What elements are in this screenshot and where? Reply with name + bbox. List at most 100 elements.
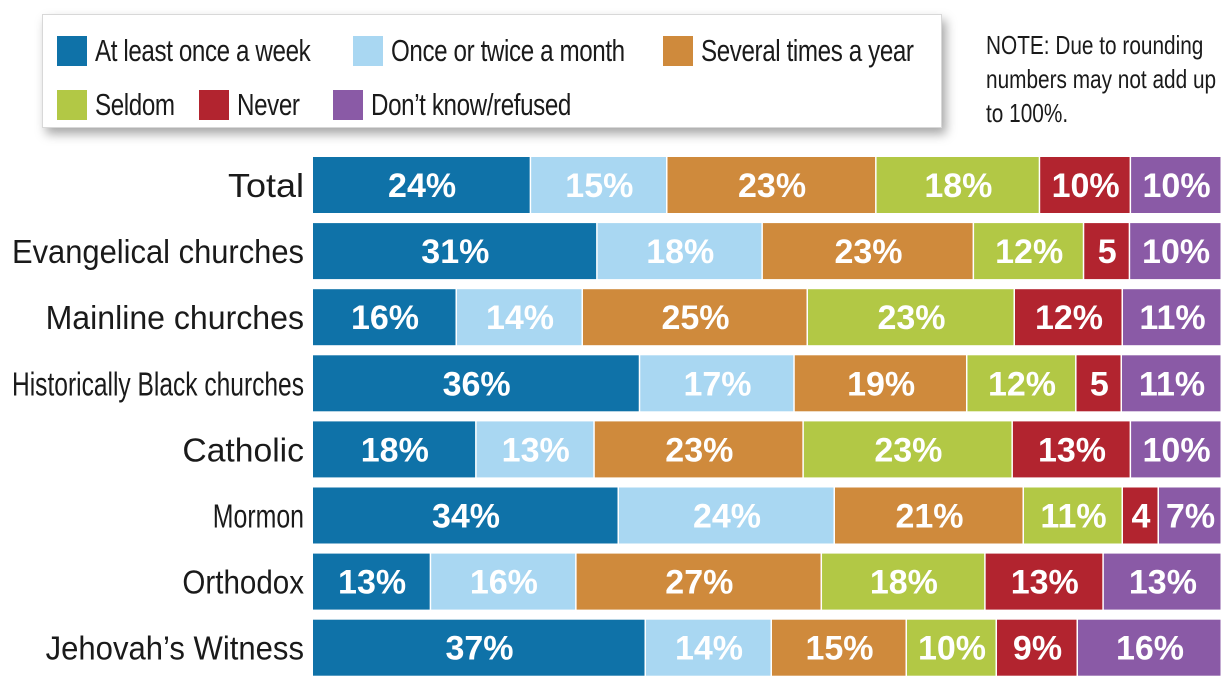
bar-evangelical-churches-don-t-know-refused xyxy=(1130,223,1221,280)
bar-mormon-several-times-a-year xyxy=(835,487,1023,544)
bar-historically-black-churches-at-least-once-a-week xyxy=(313,355,639,412)
bar-label-evangelical-churches-don-t-know-refused: 10% xyxy=(1142,233,1210,271)
bar-label-catholic-once-or-twice-a-month: 13% xyxy=(502,431,570,469)
bar-label-mormon-several-times-a-year: 21% xyxy=(895,498,963,536)
bar-orthodox-once-or-twice-a-month xyxy=(431,553,576,610)
bar-label-jehovah-s-witness-don-t-know-refused: 16% xyxy=(1116,630,1184,668)
bar-total-several-times-a-year xyxy=(667,157,876,213)
bar-label-mormon-never: 4 xyxy=(1132,498,1151,536)
bar-label-total-at-least-once-a-week: 24% xyxy=(388,167,456,205)
legend-swatch-never xyxy=(199,90,229,120)
bar-label-evangelical-churches-several-times-a-year: 23% xyxy=(834,233,902,271)
bar-label-jehovah-s-witness-seldom: 10% xyxy=(918,630,986,668)
legend-item-yearly: Several times a year xyxy=(663,33,974,69)
bar-jehovah-s-witness-once-or-twice-a-month xyxy=(646,619,771,676)
bar-catholic-never xyxy=(1012,421,1130,478)
bar-mormon-at-least-once-a-week xyxy=(313,487,618,544)
bar-label-orthodox-never: 13% xyxy=(1011,564,1079,602)
legend-label-yearly: Several times a year xyxy=(701,33,914,68)
bar-historically-black-churches-don-t-know-refused xyxy=(1122,355,1221,412)
bar-label-mainline-churches-once-or-twice-a-month: 14% xyxy=(486,299,554,337)
bar-jehovah-s-witness-don-t-know-refused xyxy=(1078,619,1221,676)
bar-evangelical-churches-several-times-a-year xyxy=(762,223,973,280)
bar-mainline-churches-don-t-know-refused xyxy=(1123,289,1221,346)
bar-label-orthodox-several-times-a-year: 27% xyxy=(665,564,733,602)
bar-evangelical-churches-at-least-once-a-week xyxy=(313,223,597,280)
bar-catholic-at-least-once-a-week xyxy=(313,421,476,478)
bar-orthodox-seldom xyxy=(822,553,985,610)
legend-label-monthly: Once or twice a month xyxy=(391,33,625,68)
bar-label-evangelical-churches-at-least-once-a-week: 31% xyxy=(421,233,489,271)
legend-swatch-yearly xyxy=(663,36,693,66)
bar-historically-black-churches-several-times-a-year xyxy=(794,355,966,412)
bar-historically-black-churches-seldom xyxy=(967,355,1076,412)
bar-catholic-once-or-twice-a-month xyxy=(476,421,594,478)
bar-label-mormon-once-or-twice-a-month: 24% xyxy=(693,498,761,536)
bar-label-total-don-t-know-refused: 10% xyxy=(1143,167,1211,205)
bar-label-jehovah-s-witness-several-times-a-year: 15% xyxy=(805,630,873,668)
bar-orthodox-at-least-once-a-week xyxy=(313,553,430,610)
legend-label-never: Never xyxy=(237,87,300,122)
legend-swatch-monthly xyxy=(353,36,383,66)
bar-label-catholic-seldom: 23% xyxy=(874,431,942,469)
bar-label-historically-black-churches-at-least-once-a-week: 36% xyxy=(443,365,511,403)
bar-label-orthodox-don-t-know-refused: 13% xyxy=(1129,564,1197,602)
bar-jehovah-s-witness-several-times-a-year xyxy=(772,619,906,676)
row-label-catholic: Catholic xyxy=(182,431,304,468)
bar-label-catholic-never: 13% xyxy=(1038,431,1106,469)
bar-label-evangelical-churches-seldom: 12% xyxy=(995,233,1063,271)
bar-label-total-never: 10% xyxy=(1052,167,1120,205)
bar-label-mainline-churches-at-least-once-a-week: 16% xyxy=(351,299,419,337)
bar-label-jehovah-s-witness-once-or-twice-a-month: 14% xyxy=(675,630,743,668)
bar-orthodox-never xyxy=(985,553,1103,610)
bar-label-catholic-several-times-a-year: 23% xyxy=(665,431,733,469)
bar-label-mainline-churches-don-t-know-refused: 11% xyxy=(1139,299,1205,337)
bar-label-mainline-churches-several-times-a-year: 25% xyxy=(661,299,729,337)
bar-mormon-seldom xyxy=(1024,487,1122,544)
bar-jehovah-s-witness-seldom xyxy=(907,619,996,676)
legend-item-seldom: Seldom xyxy=(57,87,197,123)
bar-label-evangelical-churches-once-or-twice-a-month: 18% xyxy=(646,233,714,271)
bar-label-total-several-times-a-year: 23% xyxy=(738,167,806,205)
row-label-jehovah-s-witness: Jehovah’s Witness xyxy=(46,630,304,667)
bar-mormon-don-t-know-refused xyxy=(1159,487,1221,544)
bar-catholic-several-times-a-year xyxy=(594,421,803,478)
rounding-note: NOTE: Due to rounding numbers may not ad… xyxy=(986,30,1217,128)
bar-label-total-seldom: 18% xyxy=(924,167,992,205)
bar-total-at-least-once-a-week xyxy=(313,157,530,213)
legend: At least once a week Once or twice a mon… xyxy=(42,14,942,128)
legend-item-weekly: At least once a week xyxy=(57,33,371,69)
bar-mainline-churches-at-least-once-a-week xyxy=(313,289,456,346)
bar-orthodox-don-t-know-refused xyxy=(1103,553,1221,610)
legend-item-monthly: Once or twice a month xyxy=(353,33,691,69)
bar-historically-black-churches-never xyxy=(1076,355,1121,412)
bar-catholic-seldom xyxy=(803,421,1012,478)
bar-label-historically-black-churches-several-times-a-year: 19% xyxy=(847,365,915,403)
bar-label-jehovah-s-witness-at-least-once-a-week: 37% xyxy=(445,630,513,668)
legend-swatch-dont-know xyxy=(333,90,363,120)
row-label-orthodox: Orthodox xyxy=(182,564,304,601)
bar-catholic-don-t-know-refused xyxy=(1131,421,1221,478)
bar-label-mainline-churches-never: 12% xyxy=(1035,299,1103,337)
bar-label-mormon-don-t-know-refused: 7% xyxy=(1166,498,1215,536)
bar-label-mainline-churches-seldom: 23% xyxy=(877,299,945,337)
legend-swatch-weekly xyxy=(57,36,87,66)
bar-total-seldom xyxy=(876,157,1039,213)
legend-label-seldom: Seldom xyxy=(95,87,175,122)
legend-swatch-seldom xyxy=(57,90,87,120)
bar-label-mormon-at-least-once-a-week: 34% xyxy=(432,498,500,536)
bar-label-historically-black-churches-don-t-know-refused: 11% xyxy=(1139,365,1205,403)
legend-item-dont-know: Don’t know/refused xyxy=(333,87,627,123)
bar-evangelical-churches-once-or-twice-a-month xyxy=(597,223,762,280)
row-label-historically-black-churches: Historically Black churches xyxy=(12,365,304,402)
bar-label-orthodox-at-least-once-a-week: 13% xyxy=(338,564,406,602)
bar-historically-black-churches-once-or-twice-a-month xyxy=(640,355,794,412)
bar-label-orthodox-once-or-twice-a-month: 16% xyxy=(470,564,538,602)
bar-label-catholic-at-least-once-a-week: 18% xyxy=(361,431,429,469)
bar-evangelical-churches-seldom xyxy=(974,223,1083,280)
bar-jehovah-s-witness-at-least-once-a-week xyxy=(313,619,645,676)
bar-label-historically-black-churches-never: 5 xyxy=(1090,365,1109,403)
bar-mainline-churches-several-times-a-year xyxy=(583,289,807,346)
bar-label-evangelical-churches-never: 5 xyxy=(1098,233,1117,271)
